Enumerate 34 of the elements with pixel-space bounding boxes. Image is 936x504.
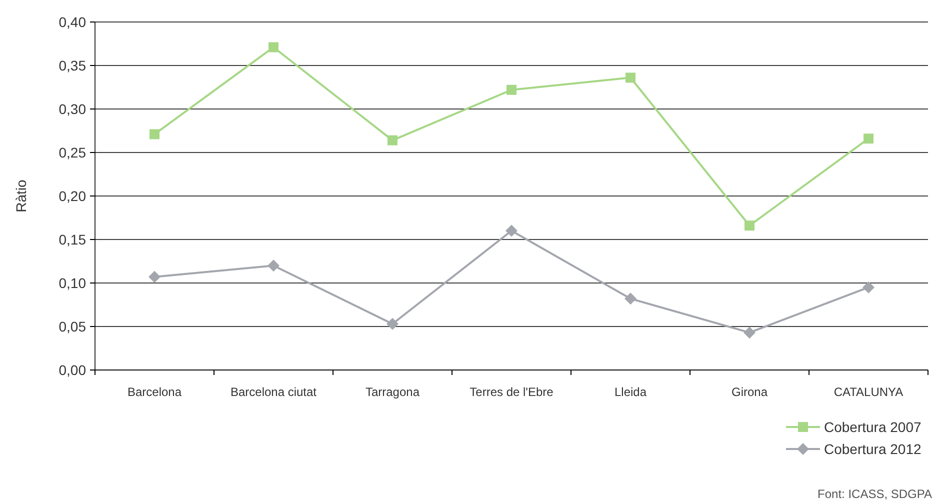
point (626, 72, 636, 83)
x-tick-label: Girona (731, 385, 768, 399)
point (150, 129, 160, 140)
y-tick-label: 0,25 (58, 144, 86, 160)
y-tick-label: 0,30 (58, 100, 86, 117)
point (744, 326, 756, 339)
point (388, 135, 398, 146)
x-tick-label: Barcelona (127, 385, 182, 399)
y-tick-label: 0,15 (58, 231, 86, 248)
point (386, 318, 398, 330)
text: Font: ICASS, SDGPA (818, 487, 932, 501)
point (268, 42, 278, 52)
legend-label: Cobertura 2012 (824, 440, 922, 457)
y-tick-label: 0,05 (58, 318, 86, 334)
x-tick-label: CATALUNYA (834, 385, 904, 399)
y-tick-label: 0,10 (58, 274, 86, 291)
point (506, 84, 516, 95)
y-tick-label: 0,00 (58, 362, 86, 378)
point (268, 260, 280, 272)
y-tick-label: 0,35 (58, 57, 86, 74)
point (506, 224, 518, 237)
point (744, 220, 754, 231)
x-tick-label: Terres de l'Ebre (470, 385, 554, 399)
x-tick-label: Barcelona ciutat (230, 385, 318, 399)
point (148, 270, 160, 283)
y-axis-title: Ràtio (13, 179, 29, 212)
y-tick-label: 0,20 (58, 188, 86, 204)
point (864, 134, 874, 144)
x-tick-label: Lleida (614, 385, 647, 399)
point (624, 292, 636, 305)
legend-label: Cobertura 2007 (824, 418, 922, 435)
point (862, 281, 874, 294)
x-tick-label: Tarragona (365, 385, 420, 399)
y-tick-label: 0,40 (58, 14, 86, 30)
